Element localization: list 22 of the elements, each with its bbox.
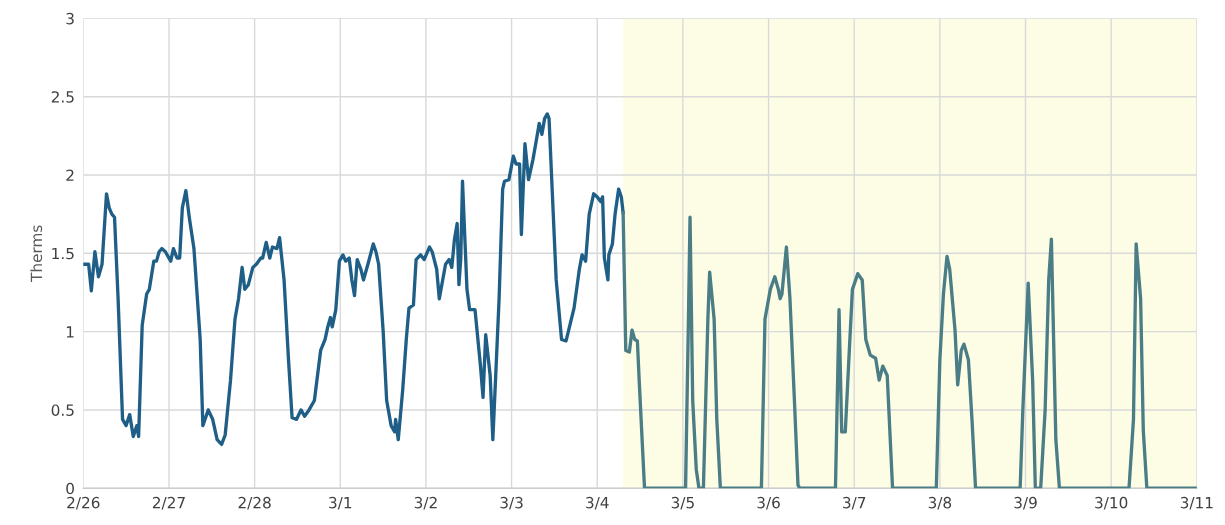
y-tick-label: 3: [66, 12, 74, 25]
x-tick-label: 3/7: [843, 496, 866, 510]
x-tick-label: 2/28: [238, 496, 271, 510]
y-tick-label: 1: [66, 326, 74, 338]
y-tick-label: 0.5: [51, 404, 74, 416]
x-tick-label: 3/9: [1014, 496, 1037, 510]
x-tick-label: 2/26: [67, 496, 100, 510]
x-tick-label: 3/1: [329, 496, 352, 510]
y-tick-label: 2: [66, 169, 74, 181]
y-tick-label: 0: [66, 482, 74, 495]
x-tick-label: 3/3: [500, 496, 523, 510]
x-tick-label: 3/4: [586, 496, 609, 510]
x-tick-label: 3/11: [1180, 496, 1213, 510]
x-tick-label: 2/27: [152, 496, 185, 510]
x-tick-label: 3/5: [671, 496, 694, 510]
y-tick-label: 1.5: [52, 247, 74, 260]
x-tick-label: 3/2: [414, 496, 437, 510]
x-tick-label: 3/6: [757, 496, 780, 510]
y-axis-title: Therms: [30, 225, 43, 282]
x-tick-label: 3/10: [1095, 496, 1128, 510]
x-tick-label: 3/8: [928, 496, 952, 510]
y-tick-label: 2.5: [51, 91, 74, 103]
